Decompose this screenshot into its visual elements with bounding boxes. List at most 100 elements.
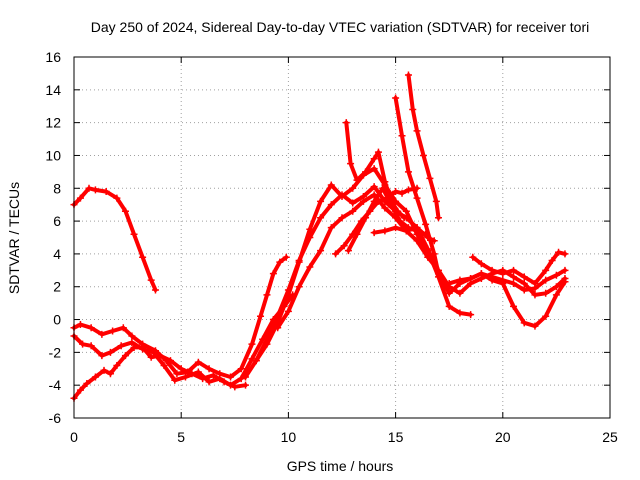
data-point xyxy=(139,343,147,351)
data-point xyxy=(381,227,389,235)
data-point xyxy=(531,322,539,330)
series-line xyxy=(254,184,567,363)
data-point xyxy=(237,365,245,373)
data-point xyxy=(269,270,277,278)
x-tick-label: 5 xyxy=(177,429,185,445)
data-point xyxy=(467,275,475,283)
data-point xyxy=(392,188,400,196)
data-point xyxy=(413,237,421,245)
data-point xyxy=(98,330,106,338)
data-point xyxy=(370,197,378,205)
y-tick-label: 10 xyxy=(45,147,61,163)
data-point xyxy=(274,324,282,332)
x-tick-label: 20 xyxy=(495,429,511,445)
data-point xyxy=(398,132,406,140)
data-point xyxy=(76,194,84,202)
data-point xyxy=(199,375,207,383)
data-point xyxy=(220,378,228,386)
data-point xyxy=(130,343,138,351)
data-point xyxy=(173,370,181,378)
data-point xyxy=(177,365,185,373)
data-point xyxy=(531,291,539,299)
data-point xyxy=(362,214,370,222)
y-axis-label: SDTVAR / TECUs xyxy=(6,182,22,294)
data-point xyxy=(317,197,325,205)
series-arc-spike-b xyxy=(392,94,442,278)
y-tick-label: 16 xyxy=(45,49,61,65)
data-point xyxy=(209,371,217,379)
series-arc-spike-c xyxy=(404,71,442,222)
y-tick-label: -2 xyxy=(49,344,62,360)
x-tick-label: 10 xyxy=(281,429,297,445)
x-tick-label: 25 xyxy=(602,429,618,445)
data-point xyxy=(381,204,389,212)
data-point xyxy=(248,340,256,348)
x-tick-label: 0 xyxy=(70,429,78,445)
data-point xyxy=(327,181,335,189)
data-point xyxy=(349,184,357,192)
data-point xyxy=(340,242,348,250)
data-point xyxy=(117,342,125,350)
data-point xyxy=(317,214,325,222)
data-point xyxy=(76,320,84,328)
data-point xyxy=(381,178,389,186)
data-point xyxy=(227,373,235,381)
data-point xyxy=(413,127,421,135)
axis-ticks: 0 5 10 15 20 25 -6 -4 -2 0 2 4 6 8 10 12 14 16 xyxy=(45,49,618,445)
data-point xyxy=(402,207,410,215)
y-tick-label: 2 xyxy=(53,279,61,295)
data-point xyxy=(295,283,303,291)
data-point xyxy=(445,289,453,297)
data-point xyxy=(477,270,485,278)
data-point xyxy=(561,266,569,274)
data-point xyxy=(370,183,378,191)
data-point xyxy=(79,340,87,348)
data-point xyxy=(248,355,256,363)
data-point xyxy=(113,361,121,369)
data-point xyxy=(542,289,550,297)
data-point xyxy=(404,168,412,176)
data-point xyxy=(520,286,528,294)
data-point xyxy=(402,227,410,235)
data-point xyxy=(284,307,292,315)
data-point xyxy=(194,368,202,376)
data-point xyxy=(237,375,245,383)
data-point xyxy=(83,380,91,388)
data-point xyxy=(370,155,378,163)
data-point xyxy=(424,253,432,261)
data-point xyxy=(499,270,507,278)
series-line xyxy=(72,186,158,292)
data-point xyxy=(156,352,164,360)
data-point xyxy=(98,352,106,360)
data-point xyxy=(561,278,569,286)
series-arc-early-bottom xyxy=(70,343,250,402)
data-point xyxy=(147,353,155,361)
data-point xyxy=(398,189,406,197)
data-point xyxy=(139,253,147,261)
data-point xyxy=(552,271,560,279)
series-arc-dip xyxy=(445,270,569,330)
x-tick-label: 15 xyxy=(388,429,404,445)
data-point xyxy=(413,194,421,202)
y-tick-label: 0 xyxy=(53,312,61,328)
data-point xyxy=(242,381,250,389)
data-point xyxy=(359,197,367,205)
data-point xyxy=(347,160,355,168)
data-point xyxy=(467,311,475,319)
data-point xyxy=(188,370,196,378)
plot-frame xyxy=(73,56,611,419)
data-point xyxy=(76,386,84,394)
data-point xyxy=(510,273,518,281)
data-point xyxy=(387,197,395,205)
data-point xyxy=(392,94,400,102)
data-point xyxy=(151,286,159,294)
data-point xyxy=(85,184,93,192)
data-point xyxy=(231,383,239,391)
data-point xyxy=(419,151,427,159)
data-point xyxy=(370,229,378,237)
y-tick-label: 12 xyxy=(45,115,61,131)
data-point xyxy=(119,324,127,332)
chart-title: Day 250 of 2024, Sidereal Day-to-day VTE… xyxy=(91,19,590,35)
data-point xyxy=(542,266,550,274)
data-point xyxy=(362,168,370,176)
